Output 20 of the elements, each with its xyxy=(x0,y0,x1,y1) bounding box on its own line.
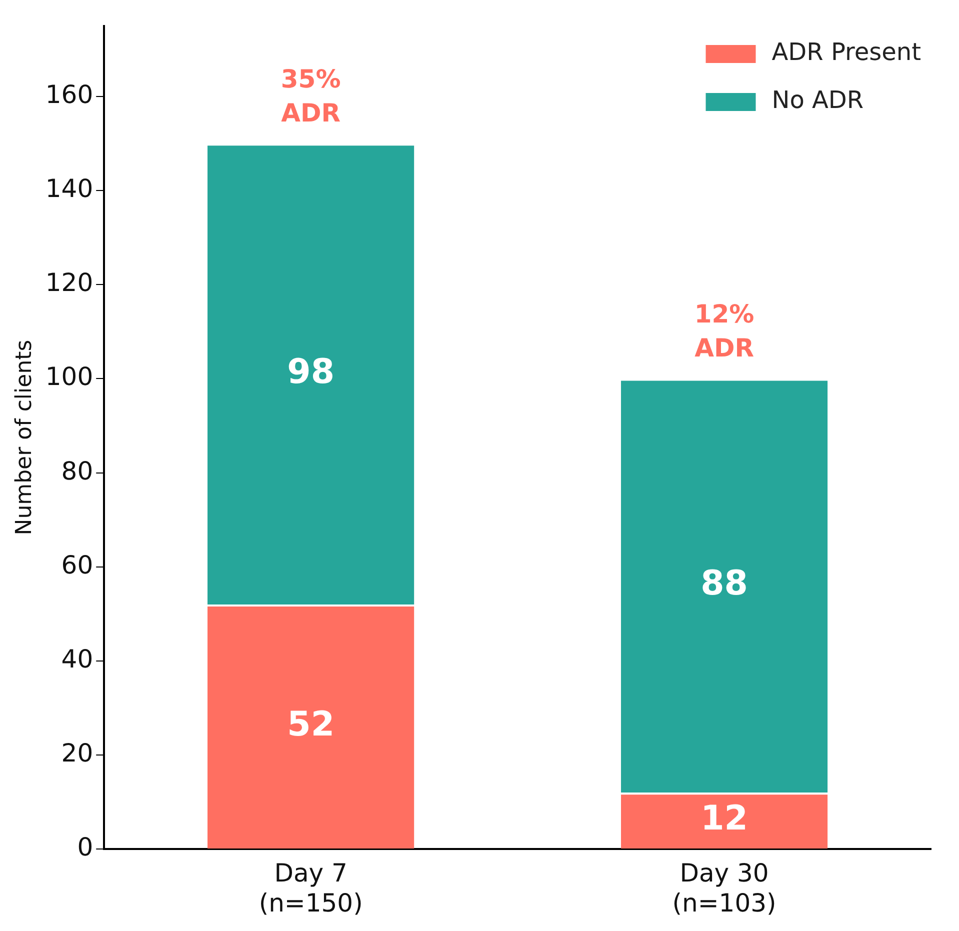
legend-label: No ADR xyxy=(772,86,864,114)
y-tick-label: 100 xyxy=(45,362,94,392)
x-tick-label: Day 30 (n=103) xyxy=(672,858,776,918)
y-tick-label: 120 xyxy=(45,268,94,298)
y-tick-label: 80 xyxy=(61,456,94,486)
y-tick-label: 140 xyxy=(45,174,94,204)
y-tick-label: 160 xyxy=(45,80,94,110)
y-tick-label: 0 xyxy=(77,832,94,862)
data-label: 98 xyxy=(287,352,334,392)
annotation: 12% ADR xyxy=(694,300,754,363)
y-tick-label: 20 xyxy=(61,738,94,768)
data-label: 88 xyxy=(700,563,748,604)
legend-label: ADR Present xyxy=(772,38,921,66)
annotation: 35% ADR xyxy=(280,64,341,128)
y-tick-label: 40 xyxy=(61,644,94,674)
y-tick-label: 60 xyxy=(61,550,94,580)
y-axis-title: Number of clients xyxy=(12,340,37,536)
x-tick-label: Day 7 (n=150) xyxy=(258,858,363,918)
data-label: 52 xyxy=(287,704,334,744)
data-label: 12 xyxy=(700,798,748,838)
